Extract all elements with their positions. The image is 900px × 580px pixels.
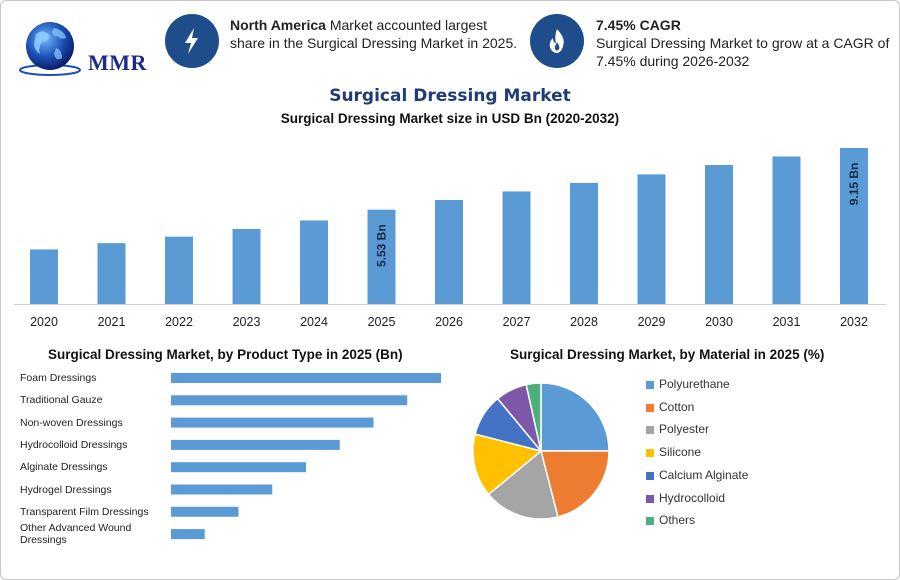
info-north-america: North America Market accounted largest s… [230, 16, 520, 52]
hbar-other-advanced-wound-dressings [171, 529, 205, 540]
legend-swatch [646, 449, 654, 458]
x-tick-2024: 2024 [300, 315, 328, 329]
bar-2022 [165, 236, 193, 304]
x-tick-2025: 2025 [368, 315, 396, 329]
bar-2030 [705, 165, 733, 304]
x-tick-2021: 2021 [98, 315, 126, 329]
lightning-bolt-icon [165, 14, 219, 68]
info-cagr-bold: 7.45% CAGR [596, 17, 681, 33]
legend-swatch [646, 494, 654, 503]
legend-label: Polyurethane [659, 377, 730, 391]
bar-2029 [637, 174, 666, 304]
legend-label: Calcium Alginate [659, 467, 749, 482]
legend-swatch [646, 403, 654, 412]
x-tick-2023: 2023 [233, 315, 261, 329]
market-size-column-chart: 2020 2021 2022 2023 2024 2025 5.53 Bn 2026 2027 2… [14, 147, 886, 329]
slice-polyester [487, 449, 559, 520]
logo-text: MMR [88, 50, 147, 75]
bar-2031 [772, 156, 801, 304]
product-type-chart-title: Surgical Dressing Market, by Product Typ… [48, 347, 403, 362]
info-cagr: 7.45% CAGR Surgical Dressing Market to g… [596, 16, 891, 70]
bar-2021 [97, 243, 126, 304]
bar-2020 [30, 249, 58, 304]
category-label: Other Advanced Wound Dressings [20, 522, 132, 547]
legend-swatch [646, 471, 654, 480]
x-tick-2027: 2027 [503, 315, 531, 329]
category-label: Non-woven Dressings [20, 416, 123, 429]
legend-swatch [646, 517, 654, 526]
info-north-america-text: Market accounted largest share in the Su… [230, 17, 518, 51]
hbar-foam-dressings [171, 373, 441, 383]
globe-icon [19, 22, 81, 76]
hbar-transparent-film-dressings [171, 506, 239, 517]
x-tick-2032: 2032 [840, 315, 868, 329]
x-tick-2030: 2030 [705, 315, 733, 329]
bar-2024 [300, 220, 328, 304]
bar-2026 [435, 199, 463, 304]
slice-cotton [540, 450, 610, 518]
data-label-2025: 5.53 Bn [375, 224, 389, 267]
hbar-hydrocolloid-dressings [171, 439, 340, 450]
x-tick-2028: 2028 [570, 315, 598, 329]
info-cagr-text: Surgical Dressing Market to grow at a CA… [596, 35, 890, 69]
legend-swatch [646, 426, 654, 435]
flame-icon [530, 14, 584, 68]
sub-title: Surgical Dressing Market size in USD Bn … [280, 111, 620, 126]
legend-label: Cotton [659, 399, 695, 414]
main-title: Surgical Dressing Market [329, 86, 571, 106]
category-label: Foam Dressings [20, 372, 97, 384]
material-pie-chart [472, 382, 610, 520]
bar-2032 [840, 147, 868, 304]
x-tick-2029: 2029 [638, 315, 666, 329]
mmr-logo: MMR [14, 16, 147, 78]
slice-polyurethane [540, 382, 610, 452]
info-north-america-bold: North America [230, 17, 326, 33]
legend-swatch [646, 381, 654, 389]
category-label: Transparent Film Dressings [20, 505, 149, 518]
legend-label: Polyester [659, 422, 710, 437]
material-chart-title: Surgical Dressing Market, by Material in… [510, 347, 825, 362]
data-label-2032: 9.15 Bn [847, 163, 861, 206]
legend-label: Hydrocolloid [659, 490, 726, 505]
slice-others [525, 382, 542, 452]
legend-label: Silicone [659, 445, 702, 460]
slice-silicone [472, 433, 543, 496]
hbar-traditional-gauze [171, 395, 408, 406]
x-tick-2020: 2020 [30, 315, 58, 329]
bar-2027 [502, 191, 531, 304]
bar-2023 [232, 228, 261, 304]
product-type-bar-chart [171, 373, 441, 540]
hbar-hydrogel-dressings [171, 484, 273, 495]
legend-label: Others [659, 513, 696, 528]
x-tick-2026: 2026 [435, 315, 463, 329]
category-label: Traditional Gauze [20, 394, 103, 407]
category-label: Hydrocolloid Dressings [20, 438, 128, 451]
hbar-alginate-dressings [171, 462, 306, 473]
category-label: Alginate Dressings [20, 461, 108, 474]
bar-2025 [367, 209, 396, 304]
bar-2028 [570, 182, 598, 304]
hbar-non-woven-dressings [171, 417, 374, 428]
x-tick-2031: 2031 [773, 315, 801, 329]
category-label: Hydrogel Dressings [20, 483, 112, 496]
x-tick-2022: 2022 [165, 315, 193, 329]
